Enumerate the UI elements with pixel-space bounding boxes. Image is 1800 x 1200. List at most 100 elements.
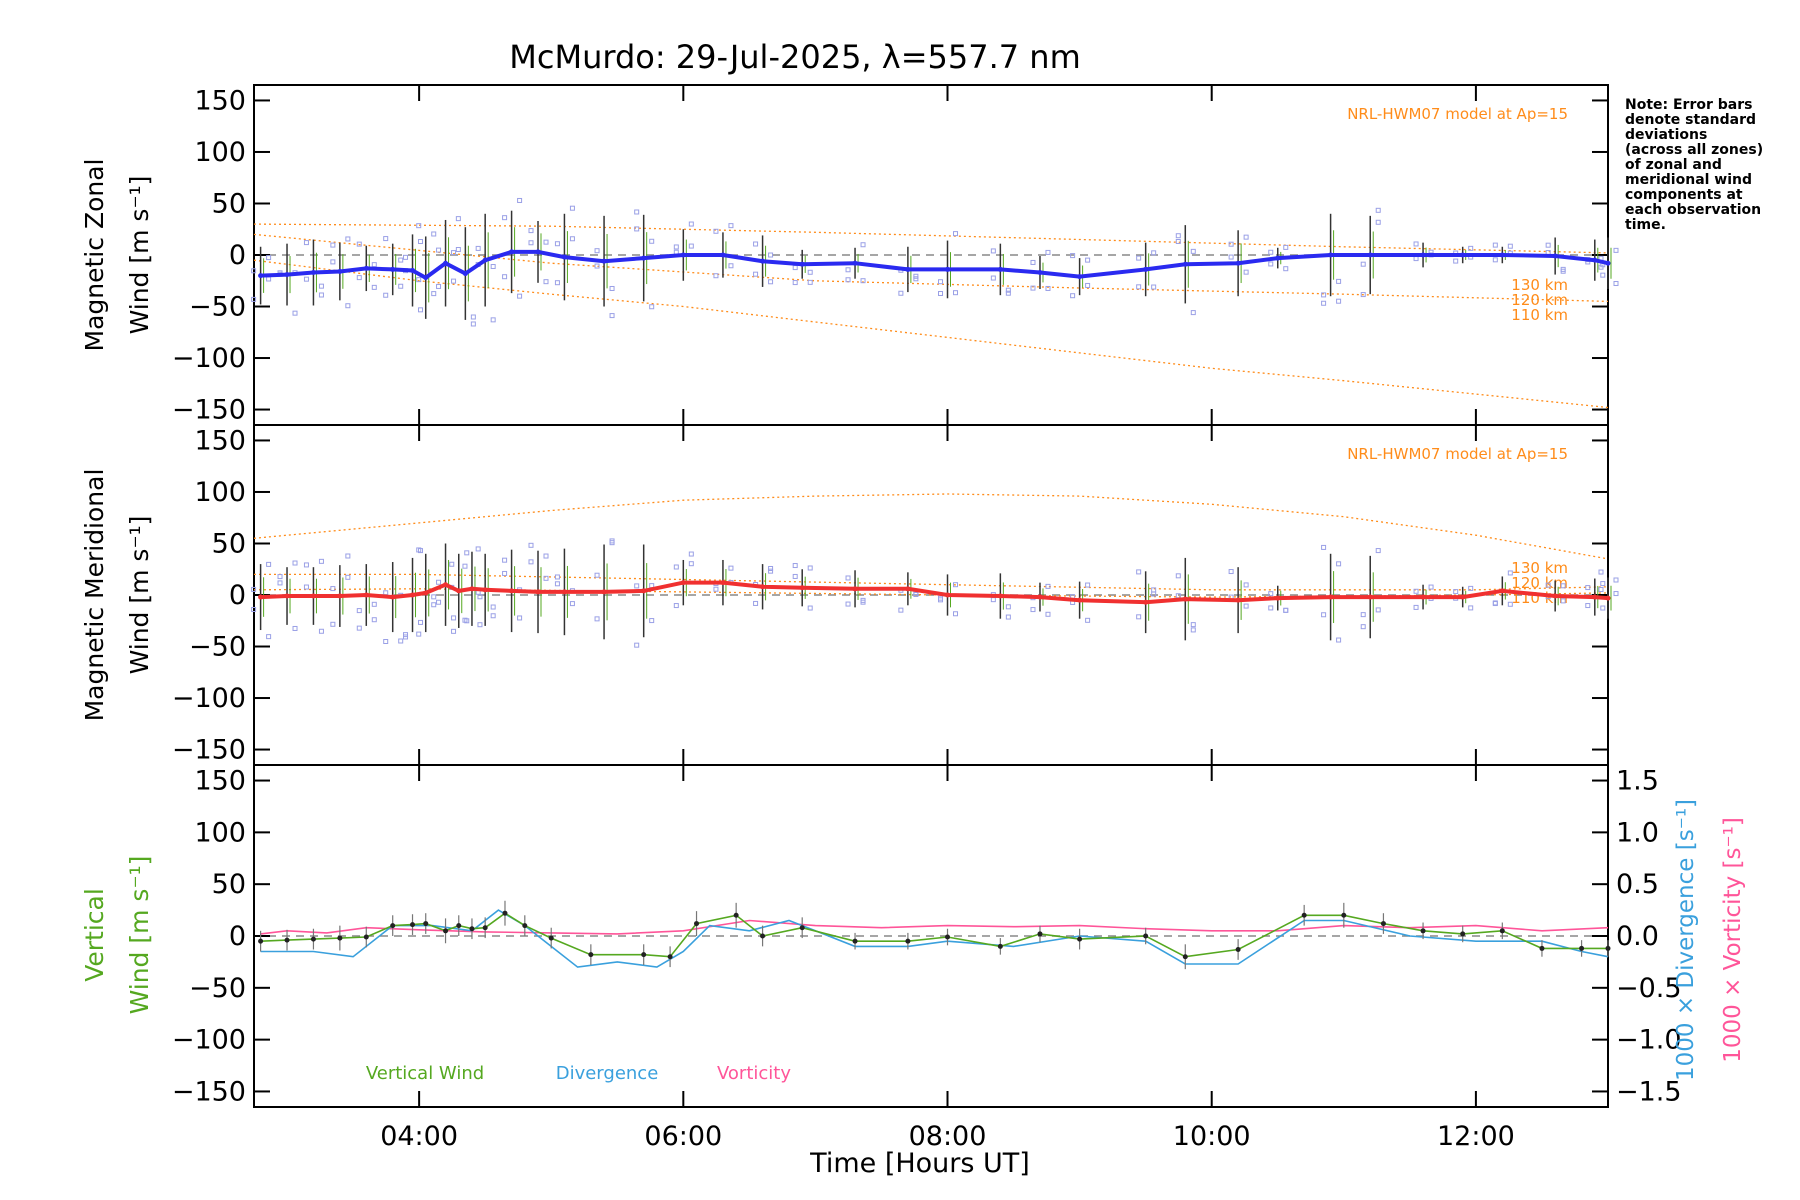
zone-sample (768, 252, 774, 258)
zone-sample (418, 619, 424, 625)
data-point (284, 937, 290, 943)
zone-sample (464, 550, 470, 556)
zone-sample (303, 240, 309, 246)
zone-sample (753, 600, 759, 606)
zone-sample (292, 560, 298, 566)
zone-sample (673, 564, 679, 570)
zone-sample (383, 639, 389, 645)
data-point (522, 923, 528, 929)
zone-sample (594, 248, 600, 254)
zone-sample (1190, 627, 1196, 633)
data-point (694, 921, 700, 927)
data-point (680, 252, 686, 258)
zone-sample (418, 307, 424, 313)
zone-sample (1085, 617, 1091, 623)
magnetic-zonal-wind-line (260, 249, 1609, 281)
data-point (482, 587, 488, 593)
data-point (363, 934, 369, 940)
zone-sample (1030, 259, 1036, 265)
y-tick-label: −50 (189, 632, 246, 663)
zone-sample (1283, 244, 1289, 250)
zone-sample (502, 557, 508, 563)
model-curve-label: 130 km (1511, 559, 1568, 577)
data-point (945, 266, 951, 272)
data-point (852, 586, 858, 592)
note-line: components at (1625, 187, 1743, 203)
zone-sample (1336, 298, 1342, 304)
data-point (601, 258, 607, 264)
zone-sample (1085, 257, 1091, 263)
zone-sample (356, 241, 362, 247)
x-tick-label: 12:00 (1437, 1121, 1515, 1152)
zone-sample (609, 285, 615, 291)
data-point (1592, 257, 1598, 263)
zone-sample (1151, 250, 1157, 256)
zone-sample (792, 563, 798, 569)
zone-sample (688, 551, 694, 557)
chart-title: McMurdo: 29-Jul-2025, λ=557.7 nm (509, 38, 1081, 76)
vertical-ylabel-line1: Vertical (80, 888, 109, 982)
data-point (601, 589, 607, 595)
zone-sample (502, 274, 508, 280)
y-tick-label: 150 (194, 766, 246, 797)
zone-sample (475, 546, 481, 552)
zone-sample (860, 242, 866, 248)
zone-sample (277, 574, 283, 580)
zone-sample (462, 563, 468, 569)
zone-sample (1360, 292, 1366, 298)
zone-sample (470, 314, 476, 320)
y-tick-label: −150 (172, 1076, 246, 1107)
zone-sample (330, 259, 336, 265)
data-point (423, 590, 429, 596)
zone-sample (792, 573, 798, 579)
zone-sample (1428, 584, 1434, 590)
data-point (337, 593, 343, 599)
y-tick-label: −100 (172, 343, 246, 374)
zone-sample (792, 265, 798, 271)
zone-sample (416, 223, 422, 229)
zone-sample (1175, 573, 1181, 579)
zone-sample (1507, 601, 1513, 607)
data-point (482, 257, 488, 263)
data-point (456, 923, 462, 929)
data-point (363, 592, 369, 598)
zone-sample (431, 231, 437, 237)
zone-sample (1005, 290, 1011, 296)
zone-sample (345, 574, 351, 580)
data-point (535, 249, 541, 255)
y-tick-label: 100 (194, 817, 246, 848)
y-tick-label: −50 (189, 973, 246, 1004)
data-point (1367, 594, 1373, 600)
zone-sample (1598, 569, 1604, 575)
zonal-panel: −150 −100 −50 0 50 100 150 NRL-HWM07 model at A… (172, 84, 1619, 426)
note-line: Note: Error bars (1625, 97, 1752, 113)
zone-sample (330, 586, 336, 592)
data-point (423, 921, 429, 927)
zone-sample (1321, 612, 1327, 618)
zone-sample (1030, 607, 1036, 613)
zone-sample (383, 236, 389, 242)
zone-sample (251, 268, 257, 274)
zone-sample (554, 581, 560, 587)
data-point (760, 933, 766, 939)
model-curve-label: 110 km (1511, 306, 1568, 324)
zone-sample (913, 276, 919, 282)
meridional-ylabel-line2: Wind [m s⁻¹] (125, 516, 154, 675)
zone-sample (1030, 285, 1036, 291)
zone-sample (1228, 241, 1234, 247)
y-tick-label: 50 (212, 869, 246, 900)
zone-sample (1360, 261, 1366, 267)
zone-sample (845, 277, 851, 283)
data-point (799, 585, 805, 591)
data-point (1235, 597, 1241, 603)
zone-sample (398, 283, 404, 289)
zone-sample (1136, 255, 1142, 261)
data-point (641, 255, 647, 261)
zone-sample (860, 597, 866, 603)
data-point (760, 258, 766, 264)
zone-sample (649, 238, 655, 244)
note-line: meridional wind (1625, 172, 1752, 188)
data-point (945, 934, 951, 940)
right-tick-label: −1.5 (1616, 1076, 1682, 1107)
zone-sample (649, 618, 655, 624)
